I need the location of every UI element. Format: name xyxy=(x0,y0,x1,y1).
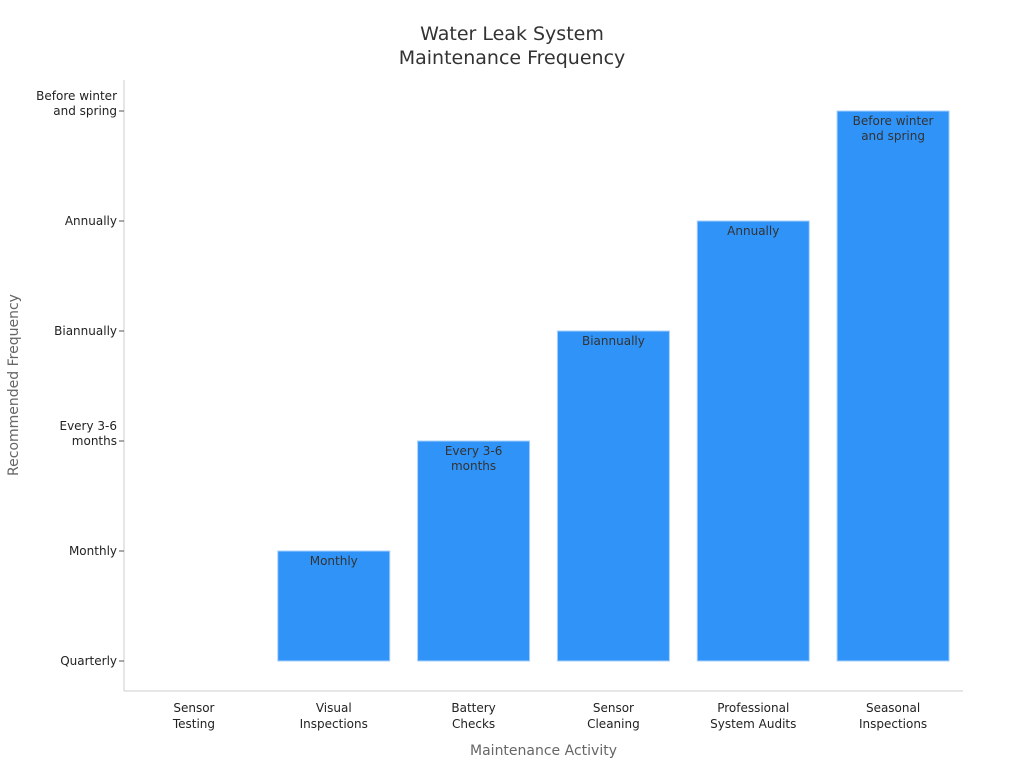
bar xyxy=(417,440,531,662)
y-tick-label: Quarterly xyxy=(60,654,117,668)
x-axis-label: Maintenance Activity xyxy=(470,743,617,759)
y-tick-label: Every 3-6 months xyxy=(59,419,117,448)
data-label: Annually xyxy=(727,224,779,238)
y-tick-label: Before winter and spring xyxy=(36,89,117,118)
x-tick-label: Seasonal Inspections xyxy=(859,701,927,731)
data-label: Every 3-6 months xyxy=(445,444,503,473)
data-label: Before winter and spring xyxy=(853,114,934,143)
y-tick-label: Annually xyxy=(65,214,117,228)
y-tick-label: Monthly xyxy=(69,544,117,558)
bar xyxy=(556,330,670,662)
y-tick-label: Biannually xyxy=(54,324,117,338)
data-label: Biannually xyxy=(582,334,645,348)
x-tick-label: Visual Inspections xyxy=(300,701,368,731)
bar xyxy=(836,110,950,662)
y-axis-label: Recommended Frequency xyxy=(6,294,22,476)
x-tick-label: Professional System Audits xyxy=(710,701,796,731)
data-label: Monthly xyxy=(310,554,358,568)
bar xyxy=(277,550,391,662)
chart-title: Water Leak System Maintenance Frequency xyxy=(399,23,626,69)
x-tick-label: Battery Checks xyxy=(451,701,495,731)
bar xyxy=(696,220,810,662)
x-tick-label: Sensor Testing xyxy=(172,701,215,731)
x-tick-label: Sensor Cleaning xyxy=(587,701,640,731)
